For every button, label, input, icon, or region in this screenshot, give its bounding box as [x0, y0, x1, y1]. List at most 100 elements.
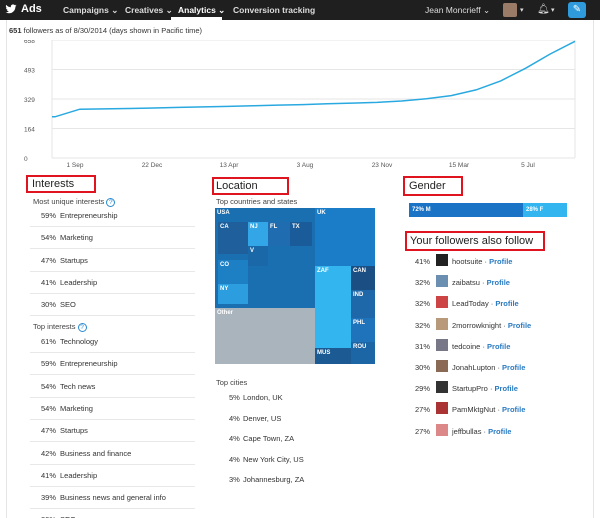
- user-avatar[interactable]: [503, 3, 517, 17]
- help-icon[interactable]: ?: [106, 197, 116, 207]
- follow-entry: zaibatsu · Profile: [452, 278, 510, 288]
- follow-percent: 27%: [415, 426, 431, 436]
- follow-percent: 29%: [415, 384, 431, 394]
- list-item: 39% Business news and general info: [30, 487, 195, 510]
- x-tick-label: 23 Nov: [372, 162, 393, 169]
- avatar: [436, 254, 448, 266]
- highlight-box: [405, 231, 545, 251]
- list-item: 54% Marketing: [30, 398, 195, 420]
- profile-link[interactable]: Profile: [488, 426, 512, 436]
- account-name[interactable]: LeadToday: [452, 299, 489, 309]
- profile-link[interactable]: Profile: [486, 278, 510, 288]
- nav-creatives[interactable]: Creatives ⌄: [125, 5, 173, 15]
- treemap-cell-fl[interactable]: FL: [268, 222, 290, 246]
- profile-link[interactable]: Profile: [487, 341, 511, 351]
- treemap-cell-uk[interactable]: UK: [315, 208, 375, 266]
- follow-percent: 32%: [415, 320, 431, 330]
- treemap-cell-rou[interactable]: ROU: [351, 342, 375, 364]
- follow-row: 32% 2morrowknight · Profile: [409, 317, 559, 335]
- account-name[interactable]: StartupPro: [452, 384, 488, 394]
- list-item: 47% Startups: [30, 420, 195, 443]
- treemap-cell-mus[interactable]: MUS: [315, 348, 351, 364]
- city-percent: 4%: [229, 413, 240, 423]
- follow-entry: LeadToday · Profile: [452, 299, 519, 309]
- y-tick-label: 0: [24, 156, 28, 163]
- treemap-cell-ny[interactable]: NY: [218, 284, 248, 304]
- highlight-box: [26, 175, 96, 193]
- treemap-cell-zaf[interactable]: ZAF: [315, 266, 351, 348]
- top-nav-bar: Ads Campaigns ⌄ Creatives ⌄ Analytics ⌄ …: [0, 0, 600, 20]
- list-item: 54% Tech news: [30, 376, 195, 398]
- treemap-cell-nj[interactable]: NJ: [248, 222, 268, 246]
- help-icon[interactable]: ?: [77, 322, 87, 332]
- account-name[interactable]: PamMktgNut: [452, 405, 496, 415]
- list-item: 30% SEO: [30, 509, 195, 518]
- account-name[interactable]: jeffbullas: [452, 426, 482, 436]
- treemap-cell-ca[interactable]: CA: [218, 222, 248, 254]
- chevron-down-icon: ⌄: [111, 5, 119, 15]
- interests-title: Interests: [32, 178, 75, 190]
- treemap-cell-v[interactable]: V: [248, 246, 268, 266]
- item-percent: 30%: [41, 300, 57, 310]
- profile-link[interactable]: Profile: [494, 384, 518, 394]
- avatar: [436, 338, 448, 351]
- city-percent: 3%: [229, 475, 240, 484]
- nav-campaigns[interactable]: Campaigns ⌄: [63, 5, 119, 15]
- city-name: Cape Town, ZA: [243, 434, 295, 443]
- item-label: Startups: [60, 255, 88, 265]
- analytics-card: [6, 20, 594, 518]
- list-item: 41% Leadership: [30, 465, 195, 487]
- compose-icon[interactable]: ✎: [568, 2, 586, 18]
- treemap-cell-can[interactable]: CAN: [351, 266, 375, 290]
- location-treemap: USA CA NJ FL TX V CO NY Other UK ZAF CAN…: [215, 208, 375, 364]
- account-name[interactable]: 2morrowknight: [452, 320, 502, 330]
- item-percent: 59%: [41, 359, 57, 369]
- treemap-cell-tx[interactable]: TX: [290, 222, 312, 246]
- most-unique-label: Most unique interests?: [33, 197, 116, 207]
- item-percent: 54%: [41, 233, 57, 243]
- nav-analytics[interactable]: Analytics ⌄: [178, 5, 226, 15]
- follow-percent: 32%: [415, 278, 431, 288]
- account-menu[interactable]: Jean Moncrieff ⌄: [425, 5, 491, 15]
- profile-link[interactable]: Profile: [502, 363, 526, 372]
- account-name[interactable]: tedcoine: [452, 341, 481, 351]
- account-name[interactable]: hootsuite: [452, 257, 483, 266]
- city-percent: 4%: [229, 434, 240, 443]
- account-name[interactable]: zaibatsu: [452, 278, 480, 288]
- follow-entry: jeffbullas · Profile: [452, 426, 512, 436]
- follow-entry: PamMktgNut · Profile: [452, 405, 526, 415]
- chevron-down-icon: ⌄: [482, 5, 491, 15]
- list-item: 59% Entrepreneurship: [30, 353, 195, 376]
- bird-logo-icon[interactable]: [5, 3, 17, 15]
- item-label: Startups: [60, 426, 88, 436]
- y-tick-label: 164: [24, 127, 35, 134]
- avatar: [436, 381, 448, 394]
- bell-icon[interactable]: 🔔︎: [537, 4, 550, 15]
- item-percent: 41%: [41, 470, 57, 480]
- treemap-cell-phl[interactable]: PHL: [351, 318, 375, 342]
- nav-conversion-tracking[interactable]: Conversion tracking: [233, 5, 316, 15]
- treemap-cell-ind[interactable]: IND: [351, 290, 375, 318]
- chevron-down-icon: ⌄: [218, 5, 226, 15]
- item-percent: 30%: [41, 515, 56, 518]
- item-label: Entrepreneurship: [60, 211, 118, 220]
- profile-link[interactable]: Profile: [489, 257, 513, 266]
- treemap-cell-other[interactable]: Other: [215, 308, 315, 364]
- follow-row: 27% jeffbullas · Profile: [409, 423, 559, 441]
- profile-link[interactable]: Profile: [507, 320, 532, 330]
- location-title: Location: [216, 180, 258, 192]
- treemap-cell-co[interactable]: CO: [218, 260, 248, 284]
- item-label: Marketing: [60, 403, 93, 413]
- x-tick-label: 3 Aug: [297, 162, 314, 169]
- account-name[interactable]: JonahLupton: [452, 363, 496, 372]
- follow-entry: JonahLupton · Profile: [452, 363, 526, 372]
- gender-title: Gender: [409, 180, 446, 192]
- profile-link[interactable]: Profile: [502, 405, 526, 415]
- y-tick-label: 658: [24, 40, 35, 45]
- active-tab-indicator: [171, 17, 222, 20]
- item-percent: 54%: [41, 381, 57, 391]
- item-label: Technology: [60, 337, 98, 346]
- profile-link[interactable]: Profile: [495, 299, 519, 309]
- follow-percent: 32%: [415, 299, 431, 309]
- brand-label[interactable]: Ads: [21, 3, 42, 15]
